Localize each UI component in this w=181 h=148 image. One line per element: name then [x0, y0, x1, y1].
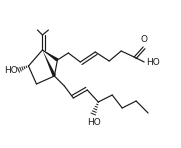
Polygon shape [42, 50, 56, 77]
Text: O: O [141, 35, 148, 44]
Text: HO: HO [87, 118, 101, 127]
Polygon shape [42, 50, 58, 62]
Text: HO: HO [4, 66, 18, 74]
Text: HO: HO [146, 58, 160, 66]
